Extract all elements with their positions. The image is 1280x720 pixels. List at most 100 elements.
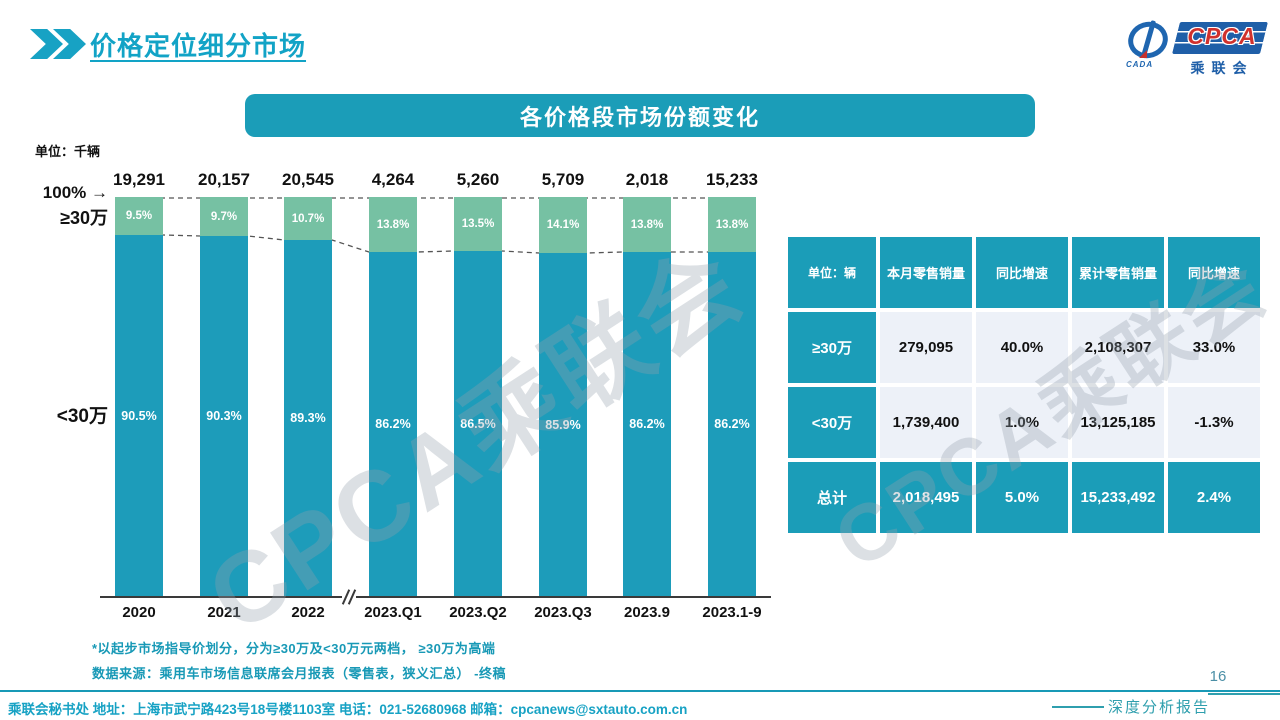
unit-label: 单位：千辆	[35, 144, 101, 159]
bar-total-label: 5,709	[541, 170, 585, 189]
bar-value-high: 13.8%	[715, 218, 749, 231]
logo-pen-tip-icon	[1139, 50, 1147, 58]
footnote-definition: *以起步市场指导价划分，分为≥30万及<30万元两档， ≥30万为高端	[92, 641, 496, 656]
stacked-bar-2023.9: 13.8% 86.2%	[623, 197, 671, 596]
logo-chinese-text: 乘联会	[1190, 60, 1254, 76]
table-header-cell: 单位：辆	[788, 237, 876, 308]
bar-segment-low: 86.2%	[708, 252, 756, 596]
table-cell: 1,739,400	[880, 387, 972, 458]
bar-value-high: 13.8%	[630, 218, 664, 231]
bar-total-label: 20,157	[198, 170, 250, 189]
x-axis-tick-label: 2022	[291, 604, 325, 621]
bar-segment-low: 86.5%	[454, 251, 502, 596]
bar-segment-low: 86.2%	[369, 252, 417, 596]
bar-segment-high: 9.5%	[115, 197, 163, 235]
table-cell: 2,108,307	[1072, 312, 1164, 383]
report-divider-right	[1208, 693, 1280, 695]
bar-segment-high: 13.8%	[369, 197, 417, 252]
logo-cpca-text: CPCA	[1187, 23, 1257, 49]
bar-total-label: 19,291	[113, 170, 165, 189]
bar-value-low: 90.5%	[121, 408, 157, 423]
bar-segment-high: 13.8%	[623, 197, 671, 252]
table-row-label: <30万	[788, 387, 876, 458]
bar-total-label: 4,264	[371, 170, 415, 189]
x-axis-tick-label: 2021	[207, 604, 241, 621]
table-cell: 5.0%	[976, 462, 1068, 533]
bar-segment-low: 90.5%	[115, 235, 163, 596]
sales-table: 单位：辆 本月零售销量 同比增速 累计零售销量 同比增速 ≥30万 279,095 40.0%…	[788, 237, 1260, 533]
chart-title-banner: 各价格段市场份额变化	[245, 94, 1035, 137]
bar-total-label: 15,233	[706, 170, 758, 189]
bar-value-low: 86.2%	[375, 417, 411, 431]
bar-total-label: 20,545	[282, 170, 334, 189]
chart-title: 各价格段市场份额变化	[519, 104, 760, 130]
bar-segment-low: 89.3%	[284, 240, 332, 596]
table-header-cell: 本月零售销量	[880, 237, 972, 308]
stacked-bar-2023.Q1: 13.8% 86.2%	[369, 197, 417, 596]
table-row-label: ≥30万	[788, 312, 876, 383]
bar-value-high: 9.7%	[210, 210, 238, 223]
segment-label-below-30: <30万	[56, 406, 108, 427]
table-header-cell: 累计零售销量	[1072, 237, 1164, 308]
y-axis-100-label: 100% →	[42, 183, 108, 202]
page-number: 16	[1209, 668, 1227, 685]
bar-value-low: 89.3%	[290, 411, 326, 425]
plot-area: 9.5% 90.5% 9.7% 90.3% 10.7% 89.3% 13.8% 86.2% 13…	[100, 197, 760, 596]
stacked-bar-2021: 9.7% 90.3%	[200, 197, 248, 596]
table-cell: 279,095	[880, 312, 972, 383]
table-cell: 40.0%	[976, 312, 1068, 383]
x-axis-tick-label: 2023.Q3	[534, 604, 592, 621]
report-type-label: 深度分析报告	[1108, 698, 1211, 716]
bar-segment-high: 14.1%	[539, 197, 587, 253]
bar-value-high: 9.5%	[125, 210, 153, 222]
x-axis-tick-label: 2023.9	[624, 604, 670, 621]
stacked-bar-2020: 9.5% 90.5%	[115, 197, 163, 596]
axis-break-icon	[341, 588, 357, 606]
bar-segment-high: 13.5%	[454, 197, 502, 251]
stacked-bar-2022: 10.7% 89.3%	[284, 197, 332, 596]
bar-value-low: 86.2%	[714, 417, 750, 431]
bar-value-low: 86.2%	[629, 417, 665, 431]
bar-value-high: 13.5%	[461, 218, 495, 230]
page-title: 价格定位细分市场	[90, 31, 307, 61]
bar-segment-high: 9.7%	[200, 197, 248, 236]
bar-value-low: 85.9%	[545, 417, 581, 432]
bar-segment-low: 85.9%	[539, 253, 587, 596]
stacked-bar-2023.Q3: 14.1% 85.9%	[539, 197, 587, 596]
x-axis-tick-label: 2020	[122, 604, 156, 621]
footer-contact: 乘联会秘书处 地址：上海市武宁路423号18号楼1103室 电话：021-526…	[8, 702, 688, 717]
bar-segment-high: 13.8%	[708, 197, 756, 252]
arrow-right-icon: →	[91, 183, 108, 202]
table-header-cell: 同比增速	[1168, 237, 1260, 308]
bar-total-label: 2,018	[625, 170, 669, 189]
table-cell: -1.3%	[1168, 387, 1260, 458]
logo-cada-text: CADA	[1126, 60, 1154, 69]
table-header-cell: 同比增速	[976, 237, 1068, 308]
x-axis-tick-label: 2023.Q2	[449, 604, 507, 621]
cpca-logo: CADA CPCA 乘联会	[1123, 16, 1268, 76]
footnote-source: 数据来源：乘用车市场信息联席会月报表（零售表，狭义汇总） -终稿	[92, 666, 506, 681]
table-cell: 2,018,495	[880, 462, 972, 533]
bar-total-label: 5,260	[456, 170, 500, 189]
bar-value-high: 14.1%	[546, 219, 580, 231]
stacked-bar-2023.Q2: 13.5% 86.5%	[454, 197, 502, 596]
x-axis-tick-label: 2023.1-9	[702, 604, 762, 621]
x-axis-line	[100, 596, 771, 598]
bar-segment-low: 86.2%	[623, 252, 671, 596]
bar-value-high: 10.7%	[291, 212, 325, 225]
bar-segment-low: 90.3%	[200, 236, 248, 596]
segment-label-above-30: ≥30万	[60, 208, 108, 228]
table-cell: 2.4%	[1168, 462, 1260, 533]
footer-divider	[0, 690, 1280, 692]
bar-value-low: 86.5%	[460, 416, 496, 431]
stacked-bar-2023.1-9: 13.8% 86.2%	[708, 197, 756, 596]
table-row-label: 总计	[788, 462, 876, 533]
table-cell: 1.0%	[976, 387, 1068, 458]
bar-segment-high: 10.7%	[284, 197, 332, 240]
table-cell: 15,233,492	[1072, 462, 1164, 533]
table-cell: 33.0%	[1168, 312, 1260, 383]
report-divider-left	[1052, 706, 1104, 708]
x-axis-tick-label: 2023.Q1	[364, 604, 422, 621]
bar-value-high: 13.8%	[376, 218, 410, 231]
